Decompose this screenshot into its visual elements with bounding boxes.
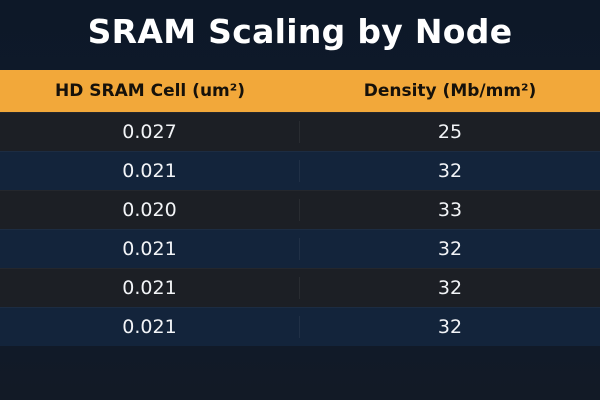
table-cell: 32 bbox=[437, 277, 463, 299]
table-cell: 0.021 bbox=[0, 277, 300, 299]
table-row: 0.027 25 bbox=[0, 112, 600, 151]
table-row: 0.021 32 bbox=[0, 151, 600, 190]
table-cell: 25 bbox=[437, 121, 463, 143]
table-cell: 0.020 bbox=[0, 199, 300, 221]
table-cell: 32 bbox=[437, 238, 463, 260]
table-row: 0.020 33 bbox=[0, 190, 600, 229]
table-cell: 0.027 bbox=[0, 121, 300, 143]
table-cell: 32 bbox=[437, 316, 463, 338]
header-row: HD SRAM Cell (um²) Density (Mb/mm²) bbox=[0, 70, 600, 112]
table-cell: 0.021 bbox=[0, 316, 300, 338]
table-cell: 0.021 bbox=[0, 160, 300, 182]
table-row: 0.021 32 bbox=[0, 307, 600, 346]
table-cell: 0.021 bbox=[0, 238, 300, 260]
title: SRAM Scaling by Node bbox=[87, 12, 513, 51]
table-row: 0.021 32 bbox=[0, 229, 600, 268]
table-row: 0.021 32 bbox=[0, 268, 600, 307]
table-cell: 33 bbox=[437, 199, 463, 221]
table: HD SRAM Cell (um²) Density (Mb/mm²) 0.02… bbox=[0, 70, 600, 346]
header-cell: HD SRAM Cell (um²) bbox=[55, 81, 245, 101]
header-cell: Density (Mb/mm²) bbox=[363, 81, 537, 101]
table-cell: 32 bbox=[437, 160, 463, 182]
